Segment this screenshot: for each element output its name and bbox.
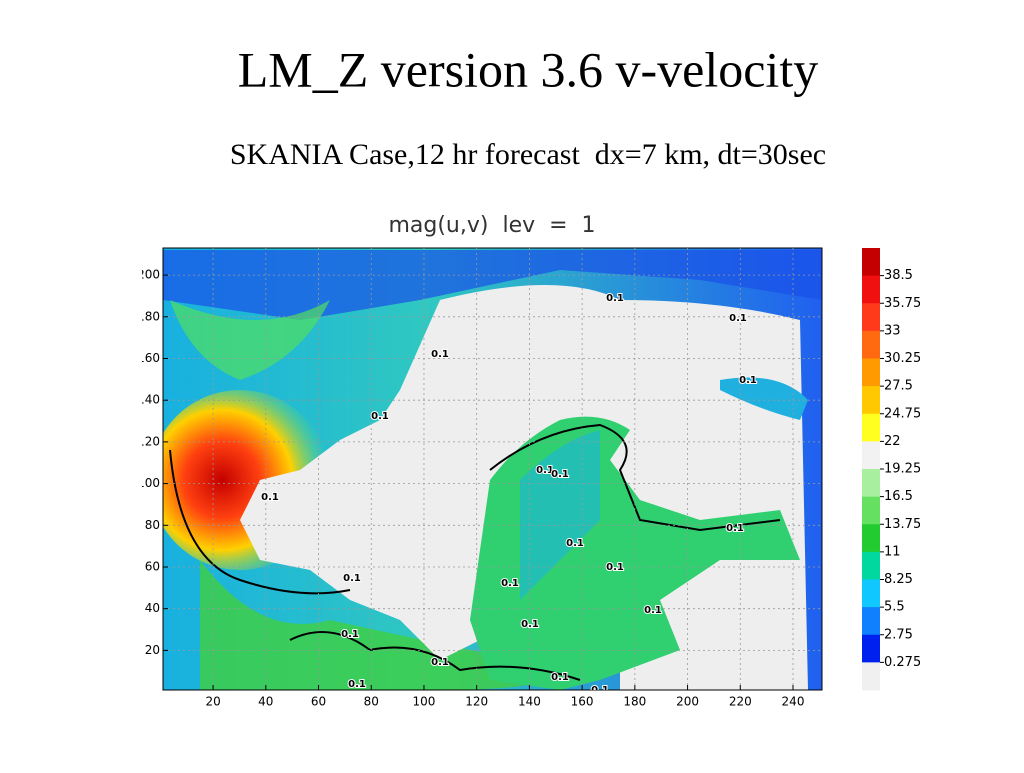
- clip-group: 0.10.10.10.10.10.10.10.10.10.10.1 0.10.10…: [163, 248, 822, 696]
- contour-label: 0.1: [729, 313, 747, 324]
- coastline: [489, 423, 781, 532]
- contour-label: 0.1: [431, 657, 449, 668]
- colorbar-cell: [862, 524, 880, 553]
- x-tick-label: 100: [413, 695, 436, 709]
- x-tick-label: 160: [571, 695, 594, 709]
- x-tick-label: 220: [729, 695, 752, 709]
- lake: [720, 377, 808, 420]
- x-tick-label: 200: [676, 695, 699, 709]
- colorbar-cell: [862, 551, 880, 580]
- clip-group: 38.5 35.75 33 30.25 27.5 24.75 22 19.25 16.5 13.7…: [884, 268, 921, 670]
- y-tick-label: 20: [145, 643, 160, 657]
- colorbar-label: 2.75: [884, 627, 913, 642]
- slide-title: LM_Z version 3.6 v-velocity: [238, 41, 818, 97]
- map-field: [163, 248, 822, 690]
- contour-label: 0.1: [606, 562, 624, 573]
- plot-frame: [162, 247, 823, 691]
- y-tick-label: 160: [137, 351, 160, 365]
- contour-label: 0.1: [341, 629, 359, 640]
- colorbar-cell: [862, 413, 880, 442]
- colorbar-cell: [862, 330, 880, 359]
- colorbar-label: 30.25: [884, 351, 921, 366]
- contour-label: 0.1: [536, 465, 554, 476]
- x-tick-label: 60: [311, 695, 326, 709]
- colorbar-label: 16.5: [884, 489, 913, 504]
- contour-label: 0.1: [644, 605, 662, 616]
- contour-label: 0.1: [261, 492, 279, 503]
- colorbar-cell: [862, 248, 880, 277]
- colorbar-cell: [862, 634, 880, 663]
- contour-label: 0.1: [501, 578, 519, 589]
- y-tick-label: 200: [137, 268, 160, 282]
- plot-title: mag(u,v) lev = 1: [388, 213, 595, 238]
- contour-label: 0.1: [566, 538, 584, 549]
- contour-label: 0.1: [739, 375, 757, 386]
- colorbar-label: 5.5: [884, 600, 905, 615]
- contour-label: 0.1: [431, 349, 449, 360]
- x-tick-label: 120: [465, 695, 488, 709]
- y-tick-label: 40: [145, 601, 160, 615]
- contour-label: 0.1: [343, 573, 361, 584]
- x-tick-label: 140: [518, 695, 541, 709]
- contour-label: 0.1: [591, 685, 609, 696]
- colorbar-label: 11: [884, 544, 901, 559]
- colorbar-cell: [862, 579, 880, 608]
- coastline: [289, 631, 581, 681]
- green-area: [170, 300, 330, 380]
- gulf-water: [520, 430, 600, 600]
- colorbar-cell: [862, 386, 880, 415]
- colorbar-cell: [862, 496, 880, 525]
- green-area: [200, 560, 546, 690]
- y-tick-label: 60: [145, 559, 160, 573]
- colorbar-cell: [862, 662, 880, 691]
- contour-label: 0.1: [348, 679, 366, 690]
- colorbar-cell: [862, 358, 880, 387]
- colorbar-label: 13.75: [884, 517, 921, 532]
- colorbar-label: 0.275: [884, 655, 921, 670]
- y-tick-label: 80: [145, 518, 160, 532]
- contour-label: 0.1: [551, 672, 569, 683]
- contour-label: 0.1: [371, 411, 389, 422]
- colorbar-label: 35.75: [884, 296, 921, 311]
- x-tick-label: 80: [364, 695, 379, 709]
- y-tick-label: 140: [137, 393, 160, 407]
- colorbar-label: 27.5: [884, 379, 913, 394]
- colorbar-cell: [862, 303, 880, 332]
- colorbar-label: 19.25: [884, 462, 921, 477]
- y-tick-label: 120: [137, 434, 160, 448]
- x-tick-label: 40: [258, 695, 273, 709]
- colorbar-cell: [862, 607, 880, 636]
- x-tick-label: 20: [205, 695, 220, 709]
- colorbar-label: 8.25: [884, 572, 913, 587]
- colorbar-label: 33: [884, 323, 901, 338]
- y-tick-label: 180: [137, 309, 160, 323]
- clip-group: 200 180 160 140 120 100 80 60 40 20: [137, 268, 160, 657]
- colorbar-cell: [862, 275, 880, 304]
- contour-label: 0.1: [551, 469, 569, 480]
- colorbar-cell: [862, 441, 880, 470]
- slide-subtitle: SKANIA Case,12 hr forecast dx=7 km, dt=3…: [230, 138, 826, 171]
- colorbar-label: 38.5: [884, 268, 913, 283]
- colorbar-cell: [862, 469, 880, 498]
- x-tick-label: 240: [782, 695, 805, 709]
- contour-label: 0.1: [521, 619, 539, 630]
- contour-label: 0.1: [606, 293, 624, 304]
- coastline: [169, 449, 351, 595]
- contour-label: 0.1: [726, 523, 744, 534]
- x-tick-label: 180: [623, 695, 646, 709]
- colorbar-label: 22: [884, 434, 901, 449]
- colorbar-label: 24.75: [884, 406, 921, 421]
- y-tick-label: 100: [137, 476, 160, 490]
